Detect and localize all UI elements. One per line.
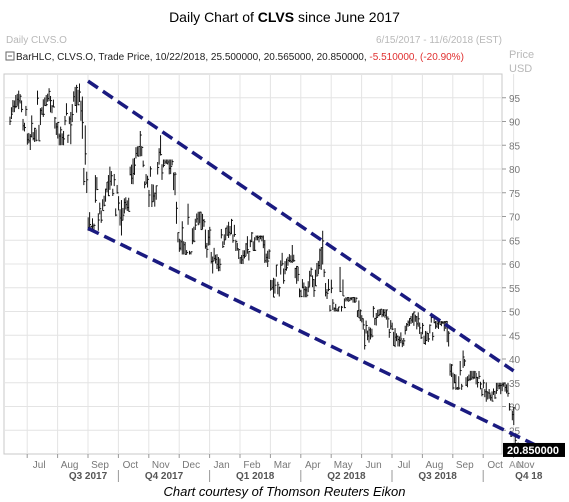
last-price-box bbox=[503, 442, 565, 457]
grid bbox=[4, 74, 515, 454]
y-tick-label: 25 bbox=[509, 426, 521, 437]
last-price-marker: 20.850000 Auto bbox=[503, 442, 565, 471]
x-tick-label: Jan bbox=[214, 460, 230, 471]
x-tick-label: Nov bbox=[517, 460, 535, 471]
date-range-label: 6/15/2017 - 11/6/2018 (EST) bbox=[376, 35, 502, 46]
y-tick-label: 60 bbox=[509, 260, 521, 271]
y-tick-label: 95 bbox=[509, 94, 521, 105]
last-price-value: 20.850000 bbox=[507, 445, 559, 457]
chart-credit: Chart courtesy of Thomson Reuters Eikon bbox=[163, 484, 406, 499]
y-tick-label: 45 bbox=[509, 331, 521, 342]
x-tick-label: Oct bbox=[487, 460, 503, 471]
y-tick-label: 85 bbox=[509, 141, 521, 152]
symbol-label: Daily CLVS.O bbox=[6, 35, 67, 46]
y-tick-label: 65 bbox=[509, 236, 521, 247]
y-tick-label: 70 bbox=[509, 213, 521, 224]
auto-scale-label: Auto bbox=[509, 460, 530, 471]
lower-channel-trendline bbox=[87, 226, 545, 451]
x-tick-label: Aug bbox=[426, 460, 444, 471]
price-bars bbox=[9, 83, 527, 452]
quarter-label: Q3 2017 bbox=[69, 471, 108, 482]
quarter-label: Q1 2018 bbox=[236, 471, 275, 482]
series-info: BarHLC, CLVS.O, Trade Price, 10/22/2018,… bbox=[16, 52, 464, 63]
currency-header: USD bbox=[509, 63, 532, 75]
y-tick-label: 80 bbox=[509, 165, 521, 176]
x-axis: Jul Aug Sep Oct Nov Dec Jan Feb Mar Apr May Jun Jul A… bbox=[26, 454, 543, 482]
y-tick-label: 90 bbox=[509, 118, 521, 129]
price-chart[interactable]: Daily CLVS.O 6/15/2017 - 11/6/2018 (EST)… bbox=[0, 0, 569, 482]
quarter-label: Q3 2018 bbox=[418, 471, 457, 482]
trendlines bbox=[87, 79, 545, 451]
x-tick-label: Aug bbox=[61, 460, 79, 471]
y-tick-label: 75 bbox=[509, 189, 521, 200]
y-tick-label: 55 bbox=[509, 284, 521, 295]
x-tick-label: Nov bbox=[152, 460, 170, 471]
x-tick-label: Jul bbox=[33, 460, 46, 471]
x-tick-label: Sep bbox=[456, 460, 474, 471]
x-tick-label: Mar bbox=[274, 460, 292, 471]
x-tick-label: Apr bbox=[305, 460, 321, 471]
x-tick-label: Jul bbox=[398, 460, 411, 471]
chart-title: Daily Chart of CLVS since June 2017 bbox=[169, 9, 400, 25]
x-tick-label: Sep bbox=[91, 460, 109, 471]
quarter-label: Q4 18 bbox=[515, 471, 543, 482]
x-tick-label: Dec bbox=[182, 460, 200, 471]
upper-channel-trendline bbox=[87, 79, 515, 373]
x-tick-label: Feb bbox=[243, 460, 261, 471]
x-tick-label: Oct bbox=[123, 460, 139, 471]
x-tick-label: May bbox=[334, 460, 353, 471]
price-header: Price bbox=[509, 49, 534, 61]
quarter-label: Q2 2018 bbox=[327, 471, 366, 482]
x-tick-label: Jun bbox=[366, 460, 382, 471]
price-change: -5.510000, (-20.90%) bbox=[369, 52, 464, 63]
y-tick-label: 35 bbox=[509, 379, 521, 390]
quarter-label: Q4 2017 bbox=[145, 471, 184, 482]
y-tick-label: 50 bbox=[509, 308, 521, 319]
y-tick-label: 40 bbox=[509, 355, 521, 366]
